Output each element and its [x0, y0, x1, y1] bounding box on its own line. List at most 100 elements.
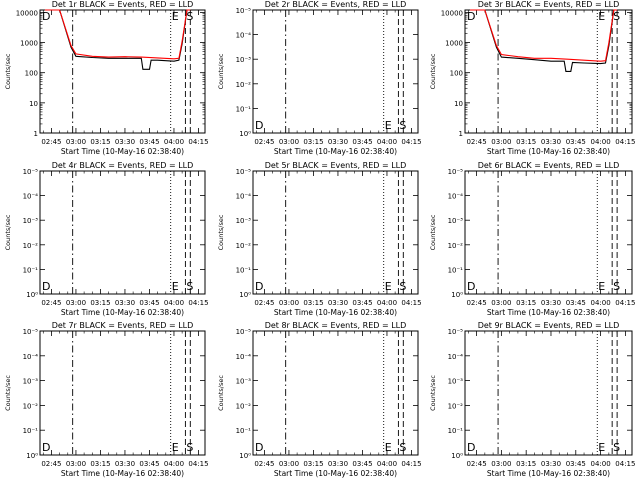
x-axis-label: Start Time (10-May-16 02:38:40) [487, 147, 610, 156]
y-tick-label: 10⁻⁴ [448, 353, 464, 361]
chart-panel-7: Det 7r BLACK = Events, RED = LLD 10⁰ 10⁻¹ 1… [4, 321, 209, 478]
y-tick-label: 10⁻¹ [23, 427, 39, 435]
y-tick-label: 10⁻⁵ [448, 328, 464, 336]
y-tick-label: 10⁰ [239, 130, 251, 138]
y-tick-label: 10⁻⁴ [236, 353, 252, 361]
x-tick-label: 03:30 [328, 299, 348, 307]
y-tick-label: 10⁰ [26, 291, 38, 299]
panel-title: Det 3r BLACK = Events, RED = LLD [478, 0, 620, 9]
y-tick-label: 10000 [16, 9, 38, 17]
x-tick-label: 03:30 [541, 138, 561, 146]
marker-label: E [385, 441, 392, 454]
x-tick-label: 02:45 [41, 299, 61, 307]
y-tick-label: 10⁻⁴ [236, 32, 252, 40]
x-axis-label: Start Time (10-May-16 02:38:40) [61, 469, 184, 478]
marker-label: E [598, 441, 605, 454]
x-tick-label: 02:45 [466, 299, 486, 307]
y-tick-label: 10⁰ [239, 452, 251, 460]
x-tick-label: 03:15 [303, 460, 323, 468]
plot-frame [39, 9, 206, 134]
x-tick-label: 02:45 [254, 460, 274, 468]
marker-label: D [467, 280, 475, 293]
x-tick-label: 03:15 [90, 460, 110, 468]
plot-frame [464, 330, 633, 456]
y-tick-label: 10⁻² [23, 242, 39, 250]
x-tick-label: 03:15 [90, 299, 110, 307]
chart-panel-9: Det 9r BLACK = Events, RED = LLD 10⁰ 10⁻¹ 1… [429, 321, 635, 478]
panel-title: Det 1r BLACK = Events, RED = LLD [52, 0, 194, 9]
chart-panel-1: Det 1r BLACK = Events, RED = LLD 1 10 100 10… [4, 0, 209, 156]
panel-title: Det 9r BLACK = Events, RED = LLD [478, 321, 620, 330]
y-tick-label: 100 [25, 70, 38, 78]
x-tick-label: 03:00 [279, 460, 299, 468]
x-tick-label: 03:15 [90, 138, 110, 146]
marker-label: D [42, 10, 50, 23]
x-tick-label: 03:00 [491, 460, 511, 468]
y-axis-label: Counts/sec [4, 375, 12, 411]
y-axis-label: Counts/sec [4, 53, 12, 89]
y-tick-label: 10⁻⁵ [23, 328, 39, 336]
x-tick-label: 03:30 [115, 138, 135, 146]
y-tick-label: 10⁰ [239, 291, 251, 299]
x-tick-label: 03:30 [328, 460, 348, 468]
x-tick-label: 03:00 [66, 299, 86, 307]
x-tick-label: 03:30 [541, 460, 561, 468]
y-tick-label: 10⁻⁴ [23, 353, 39, 361]
y-tick-label: 10⁻³ [448, 217, 464, 225]
marker-label: E [172, 10, 179, 23]
y-tick-label: 10⁻³ [448, 378, 464, 386]
plot-frame [252, 330, 419, 456]
x-tick-label: 03:45 [352, 299, 372, 307]
x-tick-label: 04:00 [590, 460, 610, 468]
marker-label: S [186, 441, 193, 454]
y-axis-label: Counts/sec [217, 214, 225, 250]
x-tick-label: 04:15 [615, 138, 635, 146]
y-tick-label: 10⁻⁵ [236, 328, 252, 336]
x-tick-label: 02:45 [254, 138, 274, 146]
y-tick-label: 10⁰ [451, 452, 463, 460]
y-tick-label: 10⁻⁴ [236, 193, 252, 201]
x-tick-label: 03:45 [139, 460, 159, 468]
y-axis-label: Counts/sec [429, 214, 437, 250]
panel-title: Det 6r BLACK = Events, RED = LLD [478, 161, 620, 170]
y-tick-label: 10⁻⁵ [448, 168, 464, 176]
y-axis-label: Counts/sec [217, 53, 225, 89]
x-tick-label: 02:45 [466, 460, 486, 468]
series-line-events [44, 9, 191, 70]
x-tick-label: 04:00 [377, 138, 397, 146]
y-tick-label: 10⁻² [23, 402, 39, 410]
y-tick-label: 10⁻¹ [236, 427, 252, 435]
x-axis-label: Start Time (10-May-16 02:38:40) [487, 308, 610, 317]
marker-label: S [186, 10, 193, 23]
y-tick-label: 10⁻⁴ [23, 193, 39, 201]
x-tick-label: 03:15 [303, 138, 323, 146]
x-tick-label: 03:45 [139, 299, 159, 307]
series-line-lld [44, 9, 191, 60]
y-tick-label: 10⁻¹ [23, 266, 39, 274]
x-tick-label: 03:45 [352, 460, 372, 468]
y-axis-label: Counts/sec [217, 375, 225, 411]
marker-label: E [598, 10, 605, 23]
marker-label: S [613, 280, 620, 293]
x-tick-label: 03:45 [566, 460, 586, 468]
x-tick-label: 04:00 [590, 138, 610, 146]
x-tick-label: 03:30 [115, 460, 135, 468]
marker-label: E [598, 280, 605, 293]
marker-label: D [255, 119, 263, 132]
series-line-lld [470, 9, 618, 62]
marker-label: S [186, 280, 193, 293]
x-tick-label: 02:45 [254, 299, 274, 307]
marker-label: D [42, 441, 50, 454]
x-tick-label: 03:15 [303, 299, 323, 307]
x-tick-label: 04:00 [590, 299, 610, 307]
x-tick-label: 04:00 [377, 299, 397, 307]
chart-panel-8: Det 8r BLACK = Events, RED = LLD 10⁰ 10⁻¹ 1… [217, 321, 422, 478]
x-tick-label: 04:15 [401, 460, 421, 468]
x-axis-label: Start Time (10-May-16 02:38:40) [61, 308, 184, 317]
marker-label: E [172, 280, 179, 293]
x-tick-label: 03:00 [491, 138, 511, 146]
marker-label: D [255, 441, 263, 454]
x-axis-label: Start Time (10-May-16 02:38:40) [274, 308, 397, 317]
chart-panel-5: Det 5r BLACK = Events, RED = LLD 10⁰ 10⁻¹ 1… [217, 161, 422, 317]
